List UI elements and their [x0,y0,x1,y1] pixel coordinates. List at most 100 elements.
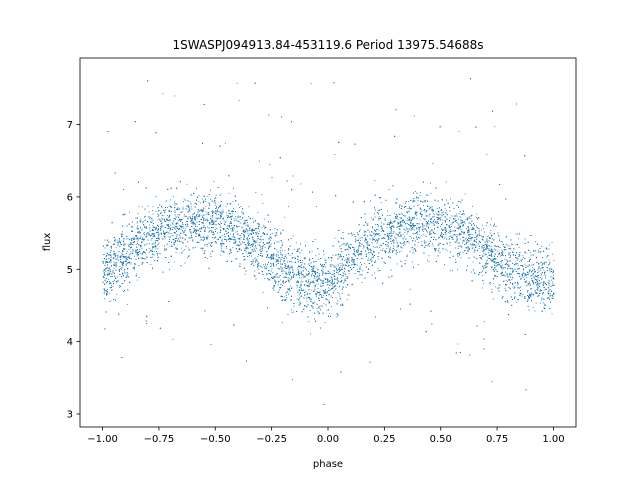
data-point [358,234,360,236]
data-point [331,260,332,262]
data-point [512,276,513,278]
data-point [503,245,505,247]
data-point [334,237,336,239]
data-point [335,265,337,267]
data-point [497,276,499,277]
data-point [261,227,263,228]
data-point [522,257,524,258]
data-point [374,236,376,237]
data-point [180,219,182,221]
data-point [415,214,417,215]
data-point [148,247,150,249]
data-point [300,288,302,290]
data-point [358,255,359,257]
data-point [489,283,491,285]
data-point [315,255,317,257]
data-point [287,288,289,289]
data-point [310,333,311,335]
data-point [363,244,364,246]
data-point [259,249,261,251]
data-point [157,244,159,246]
data-point [519,261,521,262]
data-point [407,223,409,224]
data-point [221,250,223,252]
data-point [216,228,218,229]
data-point [420,235,422,237]
data-point [188,237,190,239]
data-point [412,233,414,235]
data-point [310,298,312,300]
data-point [509,279,511,281]
data-point [140,235,142,237]
data-point [387,215,389,216]
data-point [278,260,280,262]
data-point [280,296,282,298]
data-point [245,228,247,229]
data-point [122,291,124,292]
data-point [312,272,313,274]
data-point [300,285,302,287]
data-point [110,250,112,252]
data-point [114,262,116,264]
data-point [419,219,421,221]
data-point [408,201,410,202]
data-point [359,265,361,267]
data-point [151,256,153,258]
data-point [214,212,216,214]
data-point [498,284,500,286]
data-point [249,217,251,219]
data-point [371,217,373,219]
data-point [402,213,403,215]
data-point [288,273,290,275]
data-point [204,229,206,231]
data-point [189,211,191,213]
data-point [139,252,141,254]
data-point [527,284,529,285]
data-point [437,219,438,221]
data-point [110,275,112,277]
data-point [263,218,265,220]
data-point [147,233,149,235]
data-point [406,217,408,219]
data-point [126,272,128,273]
data-point [162,93,164,95]
data-point [186,221,187,222]
data-point [340,277,342,279]
data-point [141,247,143,249]
data-point [472,245,474,246]
data-point [232,228,234,230]
data-point [192,239,194,241]
data-point [378,210,380,212]
data-point [258,265,259,267]
data-point [108,301,110,302]
data-point [203,222,204,224]
data-point [261,250,263,252]
data-point [421,244,422,246]
data-point [475,247,476,248]
data-point [136,279,138,281]
data-point [124,270,126,272]
data-point [322,290,324,292]
data-point [243,230,245,232]
data-point [305,280,307,281]
data-point [316,291,318,292]
data-point [173,261,175,263]
data-point [114,254,116,256]
data-point [382,248,384,250]
data-point [119,285,120,287]
data-point [215,217,217,219]
data-point [432,245,434,247]
data-point [215,194,217,196]
data-point [288,206,289,208]
data-point [262,202,264,204]
data-point [253,274,255,276]
data-point [476,213,478,215]
data-point [542,292,544,294]
data-point [259,160,260,162]
data-point [415,211,417,213]
data-point [409,288,411,290]
data-point [412,261,413,263]
data-point [466,240,467,242]
data-point [511,269,513,271]
data-point [482,237,484,238]
